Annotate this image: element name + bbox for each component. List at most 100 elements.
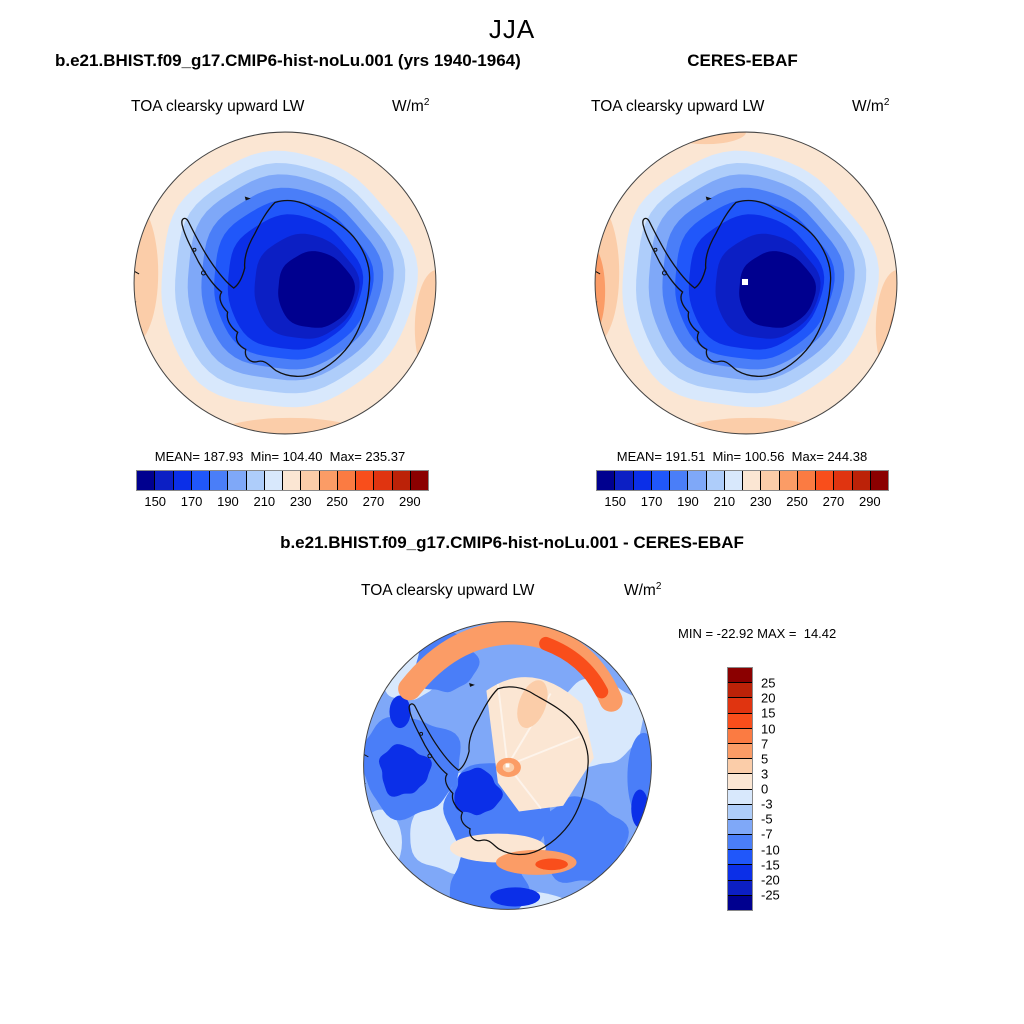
colorbar-segment (728, 788, 752, 804)
obs-units-base: W/m (852, 98, 884, 116)
model-panel-title: b.e21.BHIST.f09_g17.CMIP6-hist-noLu.001 … (55, 51, 521, 70)
colorbar-tick-label: -20 (761, 872, 780, 888)
colorbar-segment (869, 471, 888, 490)
colorbar-segment (728, 879, 752, 895)
antarctica-coastline (408, 686, 589, 856)
colorbar-tick-label: 0 (761, 781, 769, 797)
model-stats: MEAN= 187.93 Min= 104.40 Max= 235.37 (154, 449, 406, 464)
colorbar-segment (154, 471, 173, 490)
colorbar-tick-label: -15 (761, 857, 780, 873)
map-fill-layers (595, 132, 897, 434)
colorbar-segment (728, 894, 752, 910)
pole-dot (505, 763, 510, 768)
colorbar-segment (742, 471, 761, 490)
island-mark (244, 196, 251, 201)
colorbar-tick-label: 210 (713, 494, 736, 509)
map-rim (594, 131, 898, 435)
colorbar-segment (728, 758, 752, 774)
colorbar-segment (728, 682, 752, 698)
colorbar-tick-label: 290 (398, 494, 421, 509)
colorbar-segment (728, 864, 752, 880)
map-fill-layers (363, 621, 652, 910)
island-mark (661, 270, 668, 276)
colorbar-segment (833, 471, 852, 490)
obs-units-label: W/m2 (852, 97, 889, 116)
colorbar-tick-label: 270 (362, 494, 385, 509)
colorbar-tick-label: -25 (761, 887, 780, 903)
model-field-label: TOA clearsky upward LW (131, 98, 305, 115)
colorbar-tick-label: 10 (761, 721, 776, 736)
colorbar-tick-label: 170 (180, 494, 203, 509)
colorbar-tick-label: 210 (253, 494, 276, 509)
obs-units-exponent: 2 (883, 97, 890, 108)
colorbar-segment (728, 712, 752, 728)
colorbar-tick-label: 190 (217, 494, 239, 509)
colorbar-segment (650, 471, 669, 490)
diff-polar-map (363, 621, 652, 910)
antarctica-coastline (642, 199, 832, 377)
colorbar-tick-label: -5 (761, 811, 773, 827)
diff-units-base: W/m (624, 582, 656, 600)
colorbar-segment (227, 471, 246, 490)
colorbar-segment (728, 849, 752, 865)
colorbar-tick-label: 5 (761, 751, 769, 767)
colorbar-segment (409, 471, 428, 490)
colorbar-tick-label: 20 (761, 690, 776, 706)
colorbar-segment (597, 471, 615, 490)
colorbar-segment (728, 727, 752, 743)
colorbar-segment (723, 471, 742, 490)
colorbar-segment (728, 773, 752, 789)
colorbar-segment (263, 471, 282, 490)
colorbar-tick-label: 170 (640, 494, 663, 509)
pole-missing-data-dot (741, 278, 749, 286)
colorbar-segment (796, 471, 815, 490)
colorbar-tick-label: 3 (761, 766, 769, 782)
colorbar-segments (137, 471, 428, 490)
diff-colorbar: 25 20 15 10 7 5 3 0 -3 -5 -7 -10 -15 -20 -25 (728, 668, 780, 910)
map-fill-layers (134, 132, 436, 434)
model-polar-map (133, 131, 437, 435)
colorbar-tick-label: 230 (749, 494, 772, 509)
colorbar-segment (728, 834, 752, 850)
obs-polar-map (594, 131, 898, 435)
colorbar-segment (815, 471, 834, 490)
colorbar-segment (318, 471, 337, 490)
colorbar-segment (391, 471, 410, 490)
colorbar-tick-label: 25 (761, 675, 776, 691)
map-rim (133, 131, 437, 435)
colorbar-tick-label: -3 (761, 796, 773, 812)
colorbar-segment (778, 471, 797, 490)
model-units-base: W/m (392, 98, 424, 116)
colorbar-segment (209, 471, 228, 490)
colorbar-segment (728, 803, 752, 819)
diff-minmax-stats: MIN = -22.92 MAX = 14.42 (678, 626, 837, 641)
island-mark (419, 731, 424, 736)
colorbar-segment (137, 471, 155, 490)
colorbar-tick-label: 250 (326, 494, 348, 509)
colorbar-segment (190, 471, 209, 490)
colorbar-segment (245, 471, 264, 490)
diff-panel-title: b.e21.BHIST.f09_g17.CMIP6-hist-noLu.001 … (280, 533, 744, 552)
model-colorbar: 150 170 190 210 230 250 270 290 (137, 471, 428, 509)
island-mark (705, 196, 712, 201)
map-rim (363, 621, 652, 910)
obs-colorbar: 150 170 190 210 230 250 270 290 (597, 471, 888, 509)
colorbar-segment (728, 668, 752, 683)
island-mark (653, 247, 658, 252)
colorbar-segment (728, 697, 752, 713)
colorbar-tick-label: 270 (822, 494, 845, 509)
island-mark (192, 247, 197, 252)
diff-units-exponent: 2 (655, 581, 662, 592)
colorbar-tick-label: 250 (786, 494, 808, 509)
colorbar-tick-label: 230 (289, 494, 312, 509)
colorbar-tick-label: -10 (761, 842, 780, 857)
diff-field-label: TOA clearsky upward LW (361, 582, 535, 599)
island-mark (427, 753, 433, 759)
colorbar-segment (282, 471, 301, 490)
colorbar-segment (851, 471, 870, 490)
colorbar-segment (336, 471, 355, 490)
colorbar-segment (172, 471, 191, 490)
colorbar-tick-label: 290 (858, 494, 881, 509)
obs-field-label: TOA clearsky upward LW (591, 98, 765, 115)
